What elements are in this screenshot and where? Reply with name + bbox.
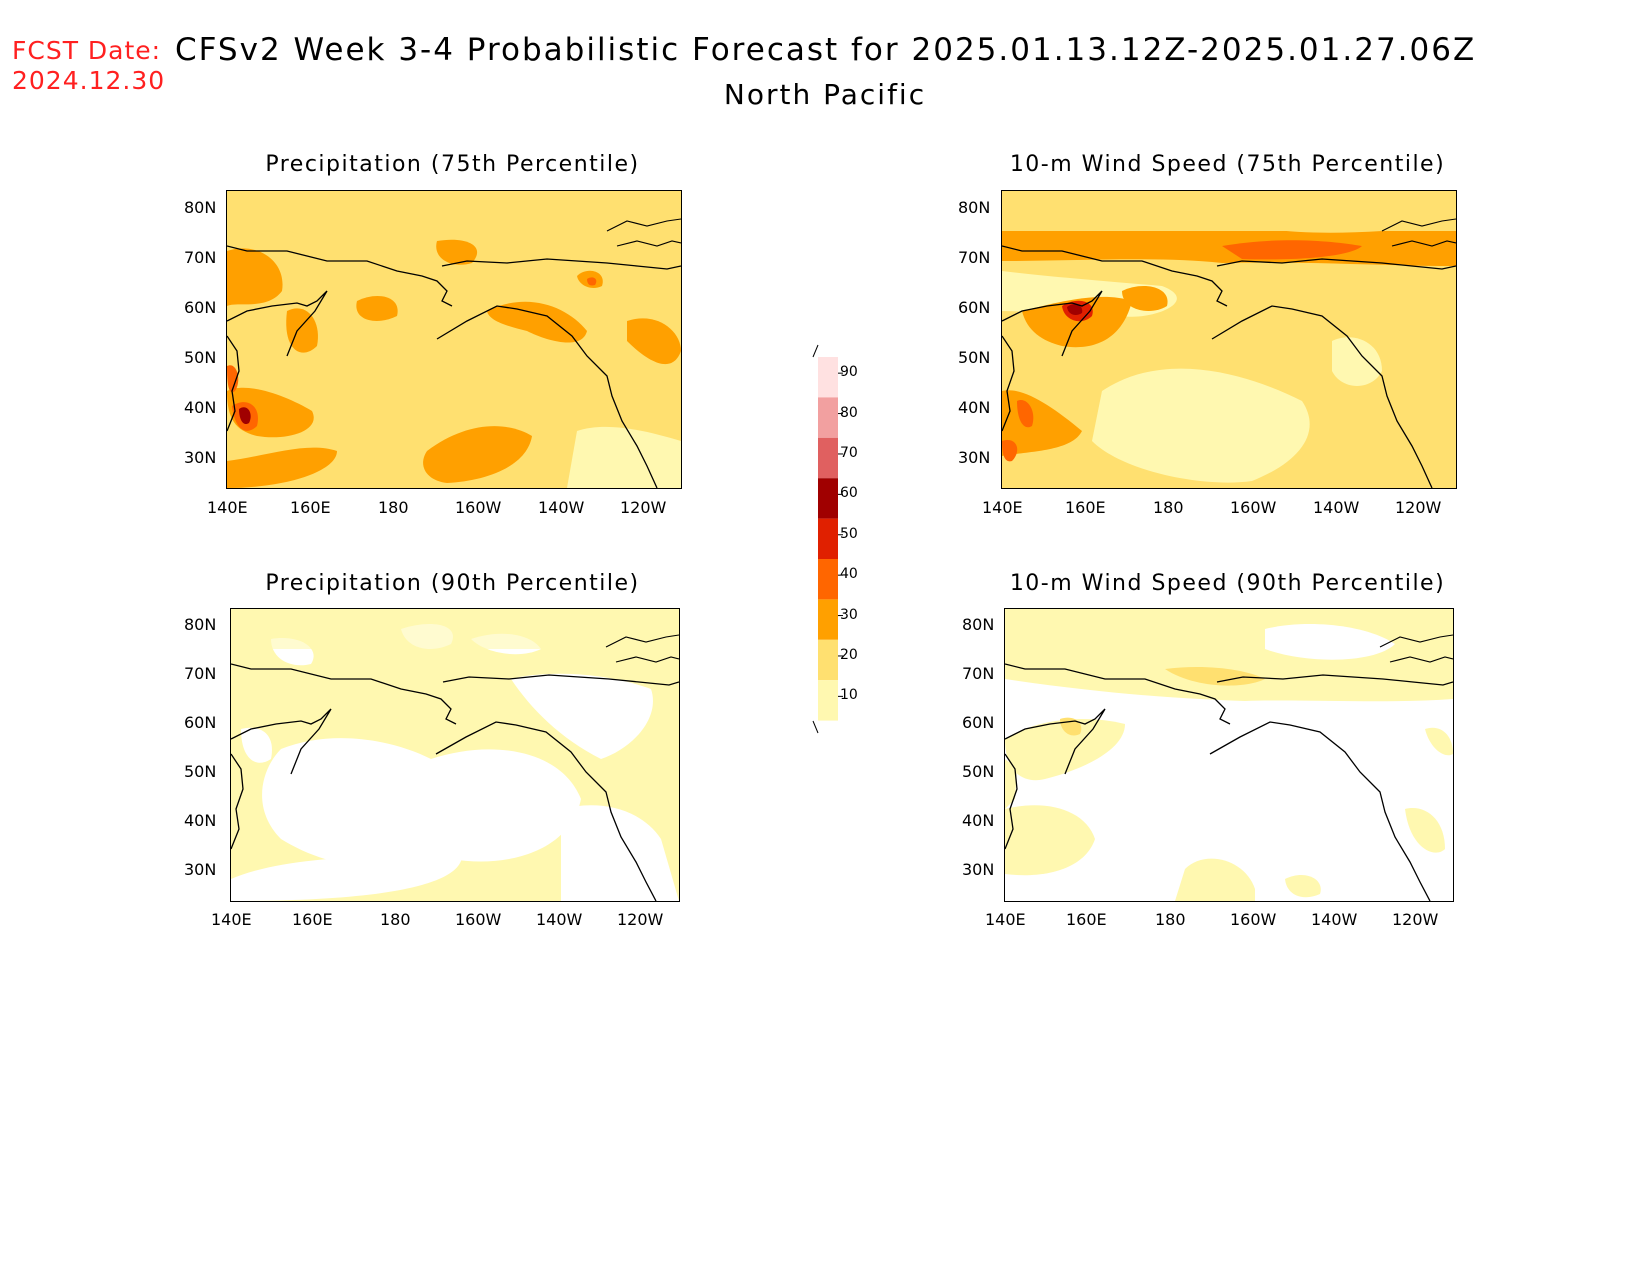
lat-tick-50n: 50N <box>958 348 991 367</box>
lon-tick-160e: 160E <box>1066 910 1107 929</box>
map-wind-75 <box>1001 190 1457 489</box>
lon-tick-160e: 160E <box>1065 498 1106 517</box>
colorbar-label: 60 <box>840 485 858 502</box>
lat-tick-70n: 70N <box>962 664 995 683</box>
lon-tick-160w: 160W <box>455 910 502 929</box>
lat-tick-60n: 60N <box>958 298 991 317</box>
colorbar-label: 90 <box>840 364 858 381</box>
panel-title-wind-90: 10-m Wind Speed (90th Percentile) <box>1009 571 1446 596</box>
lat-tick-50n: 50N <box>184 348 217 367</box>
region-name: North Pacific <box>723 78 927 111</box>
lon-tick-140w: 140W <box>538 498 585 517</box>
lon-tick-140e: 140E <box>982 498 1023 517</box>
lat-tick-30n: 30N <box>962 860 995 879</box>
colorbar-label: 10 <box>840 687 858 704</box>
colorbar-label: 40 <box>840 566 858 583</box>
lon-tick-140w: 140W <box>536 910 583 929</box>
lon-tick-160w: 160W <box>455 498 502 517</box>
colorbar-swatch <box>818 478 838 519</box>
colorbar-swatch <box>818 599 838 640</box>
colorbar-label: 30 <box>840 606 858 623</box>
lat-tick-60n: 60N <box>184 298 217 317</box>
lat-tick-40n: 40N <box>958 398 991 417</box>
lon-tick-120w: 120W <box>1395 498 1442 517</box>
figure-title: CFSv2 Week 3-4 Probabilistic Forecast fo… <box>175 32 1477 68</box>
lat-tick-30n: 30N <box>184 860 217 879</box>
lat-tick-30n: 30N <box>184 448 217 467</box>
colorbar-swatch <box>818 357 838 398</box>
colorbar-label: 80 <box>840 404 858 421</box>
lat-tick-70n: 70N <box>184 664 217 683</box>
lon-tick-140w: 140W <box>1311 910 1358 929</box>
map-precip-90 <box>230 608 680 902</box>
colorbar-swatch <box>818 437 838 479</box>
colorbar <box>812 344 843 734</box>
forecast-date-block: FCST Date: 2024.12.30 <box>12 36 165 96</box>
colorbar-label: 50 <box>840 525 858 542</box>
lon-tick-120w: 120W <box>1392 910 1439 929</box>
lat-tick-40n: 40N <box>184 398 217 417</box>
lon-tick-180: 180 <box>380 910 411 929</box>
lat-tick-60n: 60N <box>184 713 217 732</box>
lon-tick-140e: 140E <box>985 910 1026 929</box>
colorbar-swatch <box>818 518 838 559</box>
lon-tick-140e: 140E <box>211 910 252 929</box>
lat-tick-80n: 80N <box>184 615 217 634</box>
lon-tick-140e: 140E <box>207 498 248 517</box>
lon-tick-180: 180 <box>1153 498 1184 517</box>
colorbar-label: 70 <box>840 444 858 461</box>
lon-tick-120w: 120W <box>617 910 664 929</box>
lon-tick-160e: 160E <box>292 910 333 929</box>
lat-tick-50n: 50N <box>184 762 217 781</box>
colorbar-swatch <box>818 639 838 681</box>
lon-tick-180: 180 <box>1155 910 1186 929</box>
lat-tick-50n: 50N <box>962 762 995 781</box>
lon-tick-160w: 160W <box>1230 498 1277 517</box>
lon-tick-180: 180 <box>378 498 409 517</box>
lat-tick-80n: 80N <box>962 615 995 634</box>
forecast-date-value: 2024.12.30 <box>12 66 166 95</box>
lat-tick-70n: 70N <box>958 248 991 267</box>
lat-tick-60n: 60N <box>962 713 995 732</box>
lon-tick-160e: 160E <box>290 498 331 517</box>
colorbar-swatch <box>818 559 838 600</box>
map-wind-90 <box>1004 608 1454 902</box>
map-precip-75 <box>226 190 682 489</box>
colorbar-swatch <box>818 680 838 721</box>
lat-tick-30n: 30N <box>958 448 991 467</box>
lon-tick-160w: 160W <box>1230 910 1277 929</box>
colorbar-swatch <box>818 397 838 438</box>
lat-tick-80n: 80N <box>184 198 217 217</box>
lat-tick-40n: 40N <box>962 811 995 830</box>
lat-tick-80n: 80N <box>958 198 991 217</box>
lat-tick-70n: 70N <box>184 248 217 267</box>
colorbar-label: 20 <box>840 646 858 663</box>
panel-title-precip-90: Precipitation (90th Percentile) <box>265 571 640 596</box>
lon-tick-140w: 140W <box>1313 498 1360 517</box>
panel-title-wind-75: 10-m Wind Speed (75th Percentile) <box>1009 152 1446 177</box>
lat-tick-40n: 40N <box>184 811 217 830</box>
panel-title-precip-75: Precipitation (75th Percentile) <box>265 152 640 177</box>
lon-tick-120w: 120W <box>620 498 667 517</box>
figure-subtitle: North Pacific <box>0 78 1650 111</box>
forecast-date-label: FCST Date: <box>12 36 162 65</box>
